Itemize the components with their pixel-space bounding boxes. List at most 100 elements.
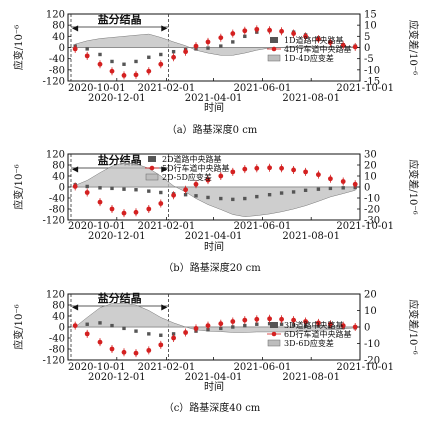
annotation-salt-crystallization: 盐分结晶 <box>98 12 142 26</box>
x-tick-label: 2021-02-01 <box>138 221 196 232</box>
series-b-point <box>279 316 284 322</box>
legend-label: 3D-6D应变差 <box>284 338 334 348</box>
series-a-point <box>303 188 308 192</box>
series-b-point <box>267 27 272 33</box>
series-a-point <box>85 184 89 189</box>
series-difference-area <box>74 162 356 217</box>
x-tick-label: 2021-06-01 <box>234 221 292 232</box>
series-b-point <box>133 350 139 356</box>
series-a-point <box>231 197 235 202</box>
series-b-point <box>171 335 177 341</box>
series-a-point <box>219 326 223 331</box>
series-b-point <box>254 316 260 322</box>
series-a-point <box>243 34 247 39</box>
arrow-left-icon: ◀ <box>72 24 79 33</box>
series-b-point <box>316 320 321 326</box>
y2-tick-label: -10 <box>364 339 380 350</box>
series-b-point <box>267 165 272 171</box>
series-a-point <box>206 328 210 332</box>
x-tick-label: 2021-06-01 <box>234 83 292 94</box>
series-b-point <box>230 31 236 36</box>
series-a-point <box>171 49 176 54</box>
series-a-point <box>85 322 89 326</box>
y2-tick-label: -10 <box>364 194 380 205</box>
y-tick-label: 0 <box>59 323 65 334</box>
series-b-point <box>158 342 164 348</box>
series-a-point <box>98 186 102 190</box>
series-a-point <box>279 191 284 195</box>
y2-tick-label: -20 <box>364 356 380 367</box>
series-b-point <box>340 323 346 329</box>
series-b-point <box>158 201 164 206</box>
series-a-point <box>147 189 151 193</box>
series-b-point <box>218 321 224 327</box>
legend-label: 2D道路中央路基 <box>162 154 222 164</box>
series-b-point <box>183 187 189 193</box>
series-a-point <box>341 186 345 190</box>
series-b-point <box>121 349 127 355</box>
x-tick-label: 2021-04-01 <box>185 231 243 242</box>
x-tick-label: 2021-10-01 <box>336 221 394 232</box>
series-a-point <box>267 322 272 326</box>
series-a-point <box>171 332 176 336</box>
series-a-point <box>219 196 223 201</box>
series-b-point <box>97 339 103 345</box>
series-b-point <box>328 40 333 45</box>
x-tick-label: 2020-12-01 <box>88 372 146 383</box>
series-b-point <box>72 46 78 52</box>
series-a-point <box>243 323 247 328</box>
series-b-point <box>352 181 358 187</box>
series-b-point <box>340 179 346 184</box>
series-a-point <box>291 323 296 327</box>
series-b-point <box>84 331 90 337</box>
series-a-point <box>98 321 102 325</box>
y-tick-label: 40 <box>52 32 65 43</box>
panel-caption: （b）路基深度20 cm <box>163 261 261 274</box>
y2-tick-label: -10 <box>364 65 380 76</box>
x-axis-label: 时间 <box>204 380 224 393</box>
series-b-point <box>218 35 224 41</box>
x-tick-label: 2020-10-01 <box>68 221 126 232</box>
legend-label: 1D道路中央路基 <box>284 35 344 45</box>
series-b-point <box>340 42 346 48</box>
series-b-point <box>205 323 211 329</box>
series-b-point <box>171 192 177 198</box>
legend-swatch-a <box>148 156 156 162</box>
y-tick-label: -120 <box>43 356 65 367</box>
y2-tick-label: -5 <box>364 54 374 65</box>
y2-tick-label: 0 <box>364 323 370 334</box>
legend-swatch-b <box>271 331 277 337</box>
series-b-point <box>254 165 260 171</box>
series-b-point <box>109 68 115 74</box>
series-b-point <box>316 172 321 178</box>
legend-label: 2D-5D应变差 <box>162 172 212 182</box>
series-b-point <box>146 347 152 353</box>
series-a-point <box>316 187 321 191</box>
series-a-point <box>231 40 235 44</box>
x-tick-label: 2021-02-01 <box>138 362 196 373</box>
series-b-point <box>133 209 139 215</box>
series-a-point <box>231 325 235 329</box>
series-a-point <box>219 44 223 48</box>
y2-tick-label: -30 <box>364 216 380 227</box>
arrow-right-icon: ▶ <box>161 303 168 312</box>
series-b-point <box>230 169 236 175</box>
y-tick-label: 120 <box>46 150 65 161</box>
y-tick-label: 0 <box>59 183 65 194</box>
x-tick-label: 2021-08-01 <box>282 231 340 242</box>
series-a-point <box>206 46 210 50</box>
y2-tick-label: 5 <box>364 32 370 43</box>
series-b-point <box>97 199 103 205</box>
x-tick-label: 2021-10-01 <box>336 362 394 373</box>
series-b-point <box>158 61 164 67</box>
series-a-point <box>122 187 126 191</box>
y-tick-label: 40 <box>52 312 65 323</box>
series-b-point <box>109 206 115 212</box>
y-axis-label: 应变/10⁻⁶ <box>12 164 25 209</box>
series-b-point <box>171 54 177 60</box>
legend-swatch-b <box>271 46 277 52</box>
series-b-point <box>84 190 90 195</box>
y-tick-label: 40 <box>52 172 65 183</box>
y2-tick-label: 10 <box>364 21 377 32</box>
